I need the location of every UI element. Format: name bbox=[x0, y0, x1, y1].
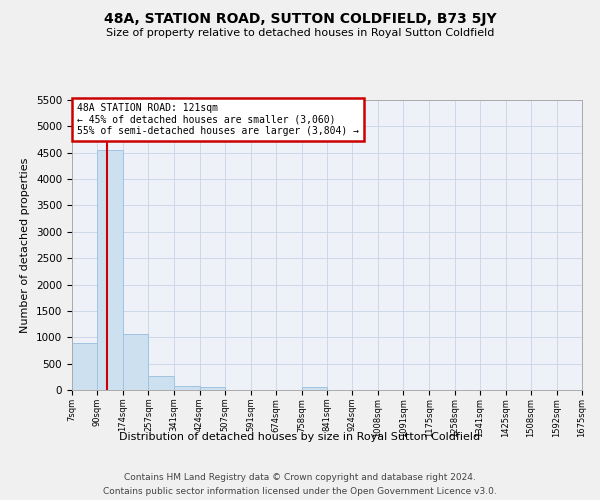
Text: Contains HM Land Registry data © Crown copyright and database right 2024.: Contains HM Land Registry data © Crown c… bbox=[124, 472, 476, 482]
Bar bbox=[97, 150, 123, 390]
Text: Size of property relative to detached houses in Royal Sutton Coldfield: Size of property relative to detached ho… bbox=[106, 28, 494, 38]
Y-axis label: Number of detached properties: Number of detached properties bbox=[20, 158, 31, 332]
Text: Contains public sector information licensed under the Open Government Licence v3: Contains public sector information licen… bbox=[103, 488, 497, 496]
Bar bbox=[199, 387, 225, 390]
Bar bbox=[72, 342, 97, 390]
Text: Distribution of detached houses by size in Royal Sutton Coldfield: Distribution of detached houses by size … bbox=[119, 432, 481, 442]
Text: 48A STATION ROAD: 121sqm
← 45% of detached houses are smaller (3,060)
55% of sem: 48A STATION ROAD: 121sqm ← 45% of detach… bbox=[77, 103, 359, 136]
Text: 48A, STATION ROAD, SUTTON COLDFIELD, B73 5JY: 48A, STATION ROAD, SUTTON COLDFIELD, B73… bbox=[104, 12, 496, 26]
Bar bbox=[148, 376, 174, 390]
Bar bbox=[123, 334, 148, 390]
Bar bbox=[174, 386, 199, 390]
Bar bbox=[302, 387, 327, 390]
